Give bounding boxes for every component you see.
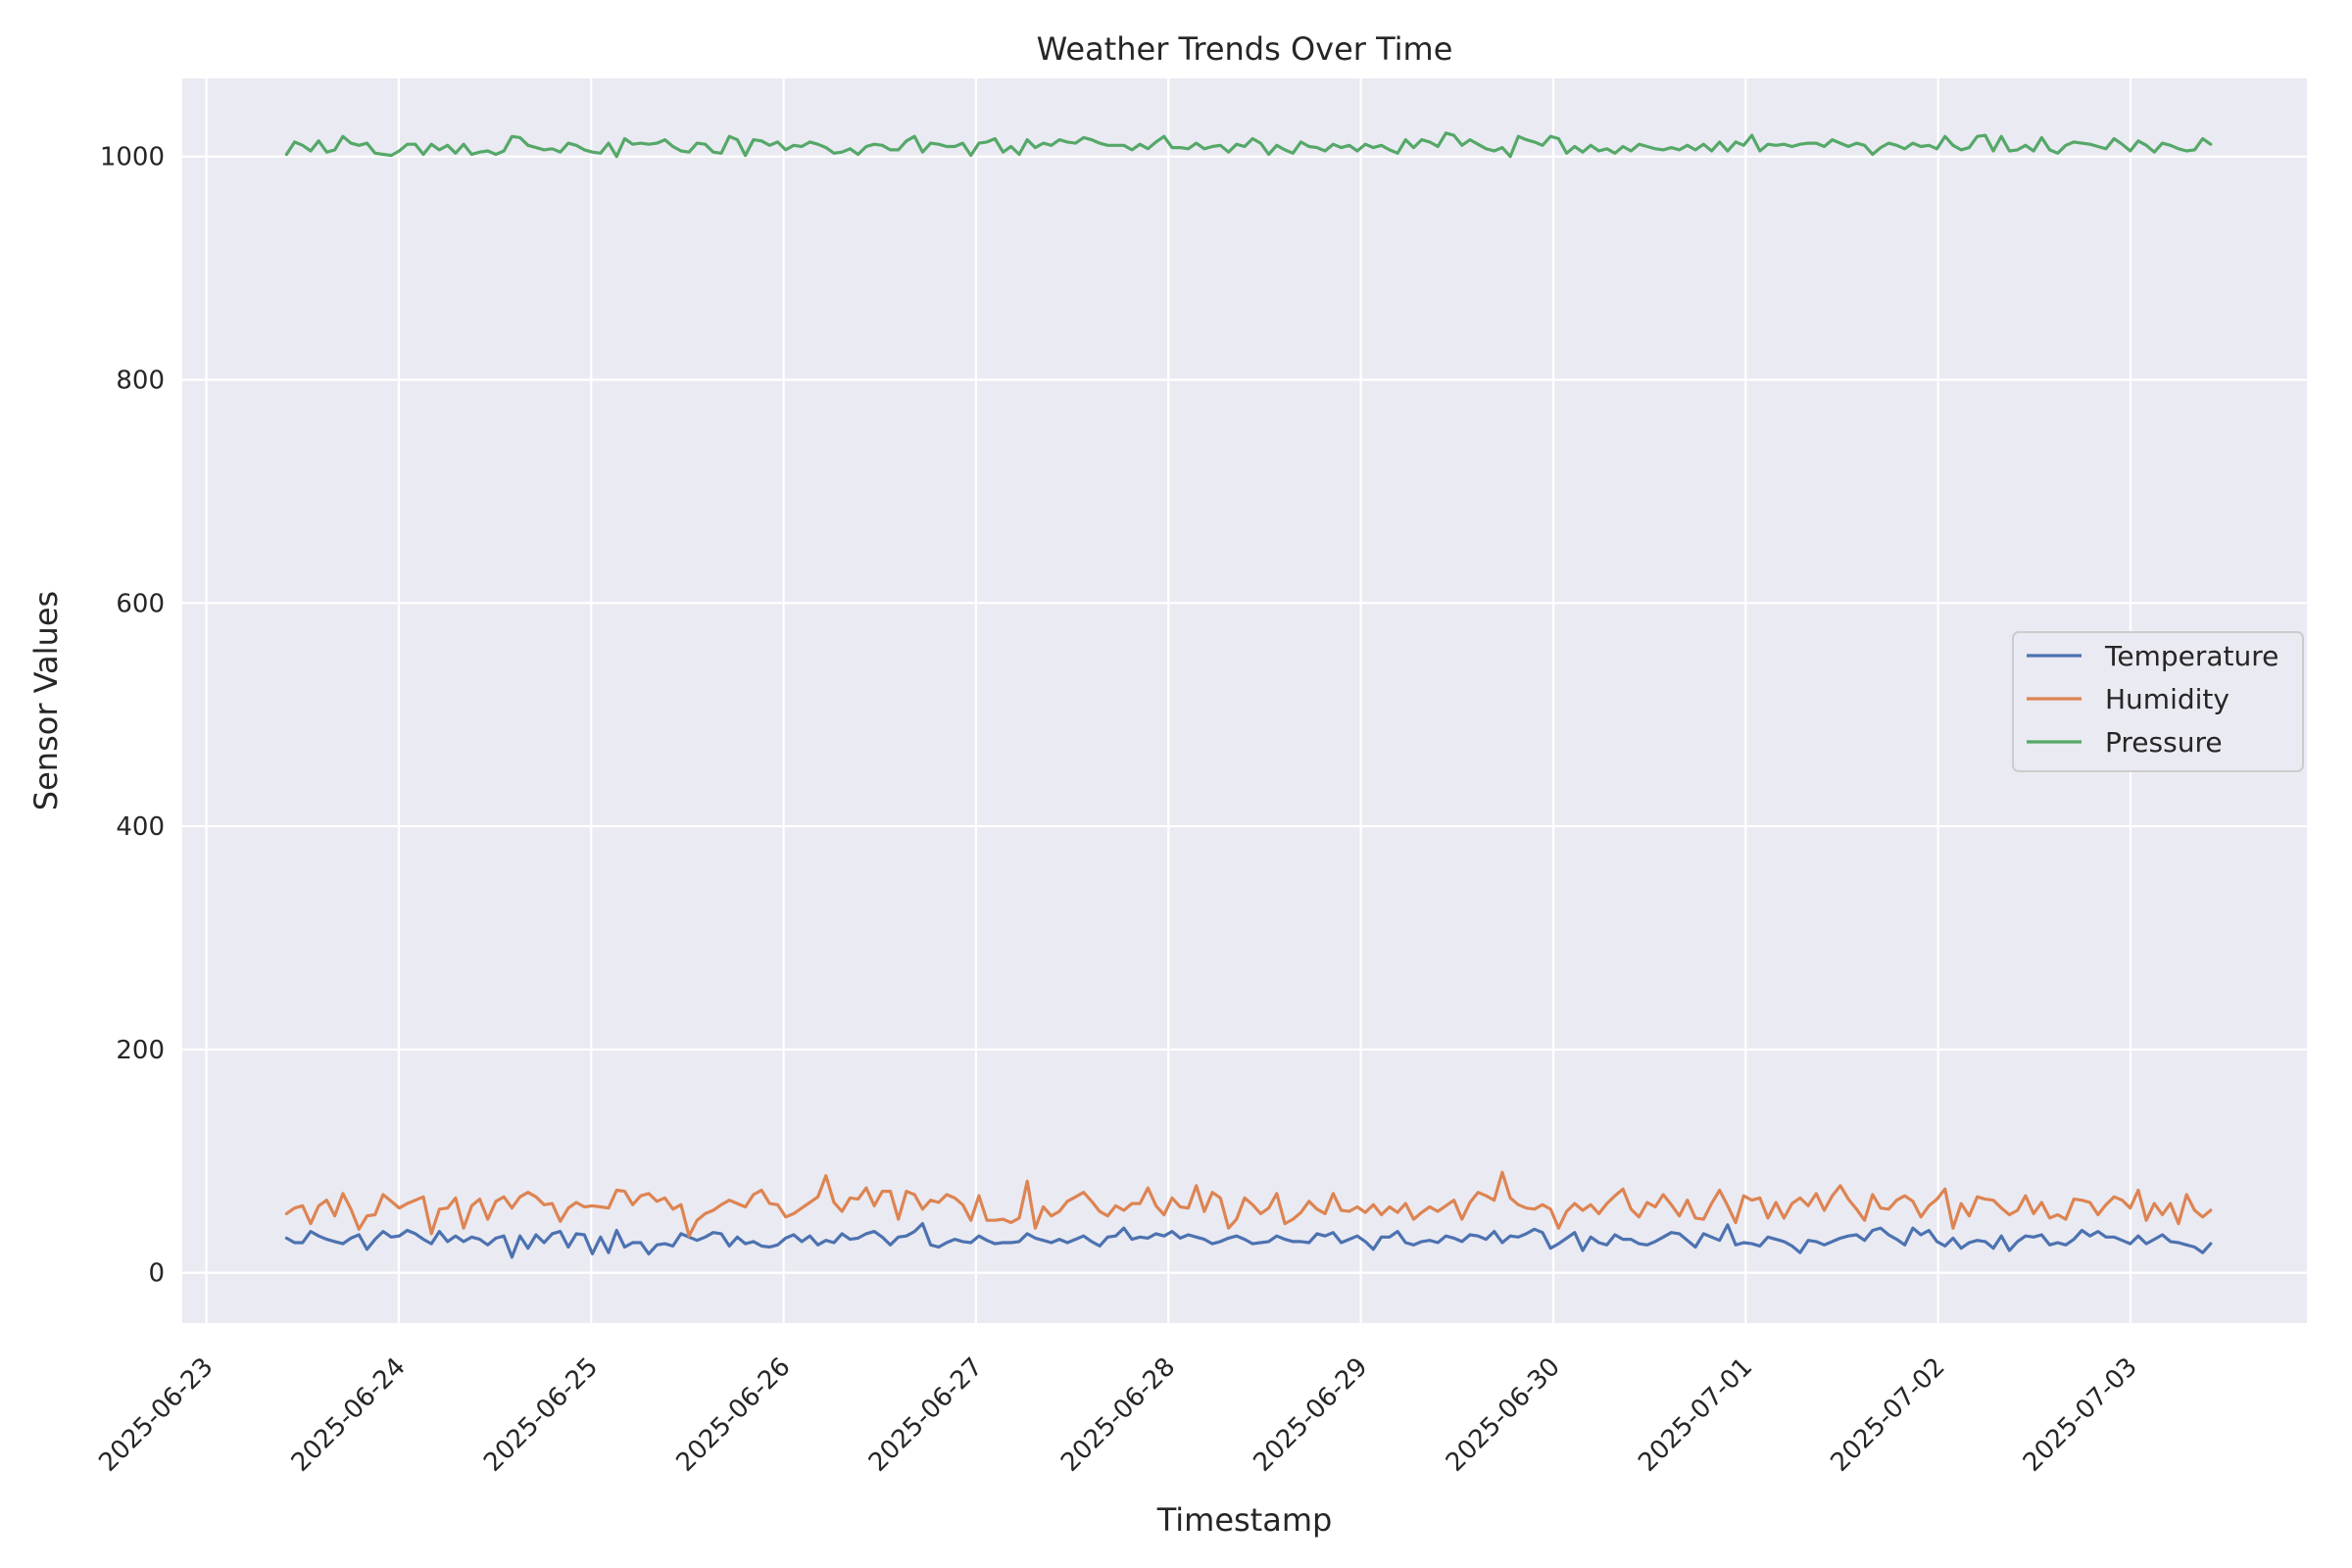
gridlines: [182, 78, 2307, 1323]
series-line-temperature: [284, 1221, 2213, 1259]
y-tick-label: 200: [116, 1036, 165, 1065]
x-axis-title: Timestamp: [1156, 1501, 1333, 1539]
chart-title: Weather Trends Over Time: [1037, 30, 1453, 68]
y-tick-label: 1000: [100, 143, 165, 172]
legend: Temperature Humidity Pressure: [2012, 631, 2304, 772]
y-tick-label: 800: [116, 367, 165, 396]
series-lines: [284, 131, 2213, 1259]
plot-area: [182, 78, 2307, 1323]
legend-label-humidity: Humidity: [2105, 683, 2230, 715]
legend-label-pressure: Pressure: [2105, 726, 2223, 759]
series-line-humidity: [284, 1170, 2213, 1238]
legend-label-temperature: Temperature: [2104, 640, 2278, 672]
y-tick-label: 600: [116, 589, 165, 618]
series-line-pressure: [284, 131, 2213, 159]
y-tick-label: 0: [148, 1259, 165, 1289]
y-tick-label: 400: [116, 812, 165, 842]
y-axis-title: Sensor Values: [27, 591, 65, 810]
legend-box: [2012, 631, 2304, 772]
